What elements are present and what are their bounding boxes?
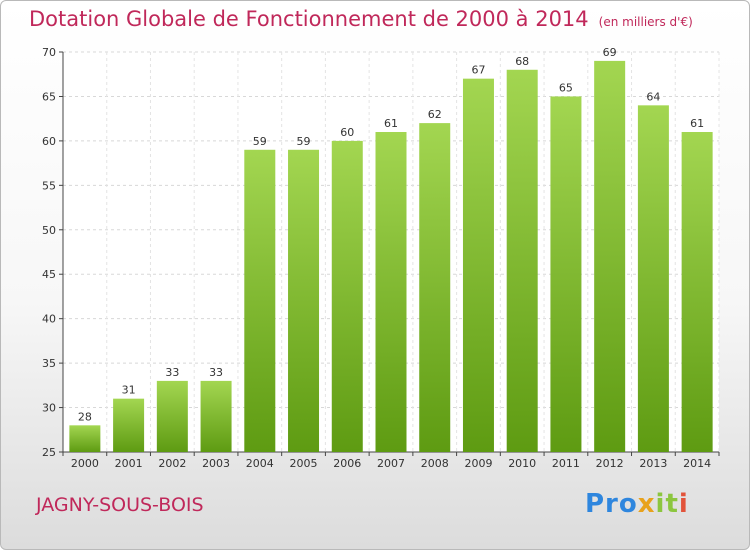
bar-2007	[375, 132, 407, 452]
y-tick-label: 65	[42, 90, 56, 103]
x-tick-label-2004: 2004	[246, 457, 274, 470]
x-tick-label-2011: 2011	[552, 457, 580, 470]
bar-2000	[69, 425, 101, 452]
x-tick-label-2010: 2010	[508, 457, 536, 470]
value-label-2002: 33	[165, 366, 179, 379]
value-label-2008: 62	[428, 108, 442, 121]
value-label-2001: 31	[122, 384, 136, 397]
value-label-2012: 69	[603, 46, 617, 59]
x-tick-label-2008: 2008	[421, 457, 449, 470]
x-tick-label-2009: 2009	[464, 457, 492, 470]
value-label-2000: 28	[78, 410, 92, 423]
chart-title: Dotation Globale de Fonctionnement de 20…	[29, 7, 693, 31]
value-label-2014: 61	[690, 117, 704, 130]
x-tick-label-2000: 2000	[71, 457, 99, 470]
bar-2013	[637, 105, 669, 452]
proxiti-logo: Proxiti	[585, 489, 689, 519]
bar-2001	[113, 398, 145, 452]
bar-2005	[288, 149, 320, 452]
value-label-2006: 60	[340, 126, 354, 139]
y-tick-label: 50	[42, 224, 56, 237]
value-label-2013: 64	[646, 90, 660, 103]
bar-2008	[419, 123, 451, 452]
value-label-2005: 59	[297, 135, 311, 148]
x-tick-label-2002: 2002	[158, 457, 186, 470]
x-tick-label-2006: 2006	[333, 457, 361, 470]
y-tick-label: 70	[42, 46, 56, 59]
bar-2006	[331, 140, 363, 452]
y-tick-label: 55	[42, 179, 56, 192]
labels: 28 2000 31 2001 33 2002 33 2003 59 2004 59 2005 60 20…	[71, 46, 711, 470]
x-tick-label-2012: 2012	[596, 457, 624, 470]
bar-2012	[594, 60, 626, 453]
bar-2010	[506, 69, 538, 453]
y-tick-label: 60	[42, 135, 56, 148]
y-tick-label: 30	[42, 402, 56, 415]
y-tick-label: 45	[42, 268, 56, 281]
bar-2009	[462, 78, 494, 453]
bar-2004	[244, 149, 276, 452]
y-tick-label: 35	[42, 357, 56, 370]
chart-subtitle: (en milliers d'€)	[598, 15, 693, 29]
x-tick-label-2013: 2013	[639, 457, 667, 470]
place-name: JAGNY-SOUS-BOIS	[36, 494, 204, 516]
x-tick-label-2003: 2003	[202, 457, 230, 470]
title-text: Dotation Globale de Fonctionnement de 20…	[29, 7, 589, 31]
value-label-2011: 65	[559, 81, 573, 94]
value-label-2004: 59	[253, 135, 267, 148]
x-tick-label-2005: 2005	[290, 457, 318, 470]
bar-2002	[156, 380, 188, 452]
value-label-2010: 68	[515, 55, 529, 68]
bar-2011	[550, 96, 582, 452]
bar-2003	[200, 380, 232, 452]
x-tick-label-2007: 2007	[377, 457, 405, 470]
y-tick-label: 25	[42, 446, 56, 459]
x-tick-label-2014: 2014	[683, 457, 711, 470]
value-label-2003: 33	[209, 366, 223, 379]
y-tick-label: 40	[42, 313, 56, 326]
value-label-2007: 61	[384, 117, 398, 130]
x-tick-label-2001: 2001	[115, 457, 143, 470]
value-label-2009: 67	[471, 64, 485, 77]
bars	[69, 60, 713, 453]
bar-2014	[681, 132, 713, 452]
